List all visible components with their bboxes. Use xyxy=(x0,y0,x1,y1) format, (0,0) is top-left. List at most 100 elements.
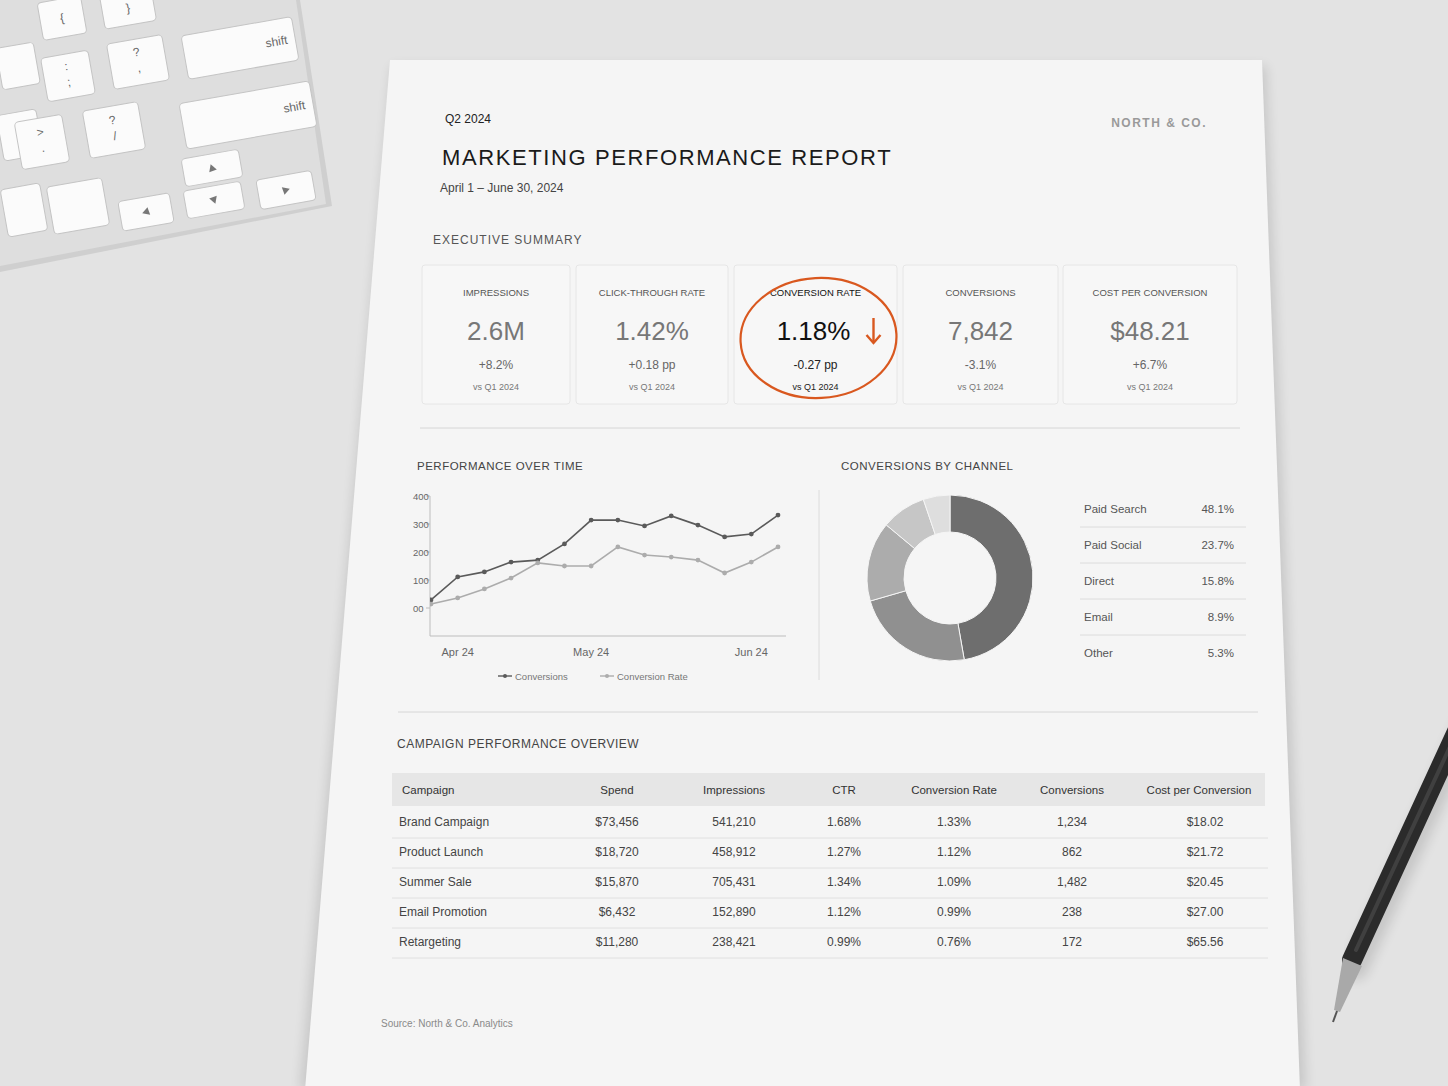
data-point xyxy=(642,553,647,558)
date-range: April 1 – June 30, 2024 xyxy=(440,181,564,195)
key-cap xyxy=(106,34,169,89)
divider xyxy=(398,712,1258,713)
table-cell: 0.76% xyxy=(937,935,971,949)
key-cap xyxy=(46,178,109,235)
key-cap xyxy=(181,149,243,187)
data-point xyxy=(562,564,567,569)
key-cap xyxy=(256,170,316,209)
table-cell: 1.27% xyxy=(827,845,861,859)
data-point xyxy=(509,560,514,565)
key-cap xyxy=(118,193,174,232)
data-point xyxy=(430,597,433,602)
kpi-card: COST PER CONVERSION$48.21+6.7%vs Q1 2024 xyxy=(1063,265,1237,404)
table-cell: 1.34% xyxy=(827,875,861,889)
kpi-label: COST PER CONVERSION xyxy=(1093,287,1208,298)
data-point xyxy=(642,524,647,529)
x-tick-label: Apr 24 xyxy=(441,646,473,658)
y-tick-label: 300 xyxy=(413,519,429,530)
data-point xyxy=(455,596,460,601)
key: :; xyxy=(41,50,96,102)
y-tick-label: 00 xyxy=(413,603,424,614)
key: } xyxy=(99,0,156,29)
table-cell: $21.72 xyxy=(1187,845,1224,859)
key xyxy=(0,42,40,90)
key-cap xyxy=(0,183,48,237)
kpi-change: +8.2% xyxy=(479,358,514,372)
row-separator xyxy=(392,928,1268,929)
key: shift xyxy=(181,17,299,80)
kpi-value: 1.18% xyxy=(777,316,851,346)
table-cell: $65.56 xyxy=(1187,935,1224,949)
kpi-compare: vs Q1 2024 xyxy=(957,382,1003,392)
keyboard: {}:;?,shift>.?/shift xyxy=(0,0,332,272)
y-tick-label: 100 xyxy=(413,575,429,586)
table-cell: 705,431 xyxy=(712,875,756,889)
donut-slice xyxy=(923,495,950,534)
legend-value: 48.1% xyxy=(1201,503,1234,515)
key-label: ; xyxy=(66,75,72,89)
x-tick-label: May 24 xyxy=(573,646,609,658)
table-cell: 1.12% xyxy=(827,905,861,919)
kpi-value: 2.6M xyxy=(467,316,525,346)
donut-slice xyxy=(870,591,964,661)
table-cell: Summer Sale xyxy=(399,875,472,889)
table-cell: $20.45 xyxy=(1187,875,1224,889)
column-header: Cost per Conversion xyxy=(1147,784,1252,796)
y-tick-label: 400 xyxy=(413,491,429,502)
data-point xyxy=(749,560,754,565)
table-cell: $6,432 xyxy=(599,905,636,919)
table-cell: 862 xyxy=(1062,845,1082,859)
kpi-value: 1.42% xyxy=(615,316,689,346)
legend-label: Email xyxy=(1084,611,1113,623)
key-label: > xyxy=(36,125,45,140)
chart-title: CONVERSIONS BY CHANNEL xyxy=(841,460,1014,472)
kpi-value: $48.21 xyxy=(1110,316,1190,346)
key: shift xyxy=(179,81,317,149)
table-cell: 1.09% xyxy=(937,875,971,889)
paper xyxy=(305,60,1300,1086)
table-cell: 541,210 xyxy=(712,815,756,829)
legend-separator xyxy=(1080,527,1246,528)
source-note: Source: North & Co. Analytics xyxy=(381,1018,513,1029)
column-header: CTR xyxy=(832,784,856,796)
kpi-card: CLICK-THROUGH RATE1.42%+0.18 ppvs Q1 202… xyxy=(576,265,728,404)
kpi-label: CONVERSIONS xyxy=(945,287,1015,298)
column-header: Conversion Rate xyxy=(911,784,997,796)
donut-chart: CONVERSIONS BY CHANNELPaid Search48.1%Pa… xyxy=(841,460,1246,661)
kpi-change: +6.7% xyxy=(1133,358,1168,372)
column-header: Campaign xyxy=(402,784,454,796)
table-cell: 1.68% xyxy=(827,815,861,829)
divider xyxy=(819,490,820,680)
table-cell: 1.33% xyxy=(937,815,971,829)
row-separator xyxy=(392,838,1268,839)
data-point xyxy=(615,545,620,550)
legend-value: 5.3% xyxy=(1208,647,1234,659)
key-cap xyxy=(181,17,299,80)
divider xyxy=(420,428,1240,429)
legend-value: 23.7% xyxy=(1201,539,1234,551)
data-point xyxy=(535,561,540,566)
legend-separator xyxy=(1080,599,1246,600)
key-label: ? xyxy=(132,45,141,60)
key-cap xyxy=(14,114,70,170)
data-point xyxy=(696,523,701,528)
table-cell: 172 xyxy=(1062,935,1082,949)
kpi-label: IMPRESSIONS xyxy=(463,287,529,298)
table-cell: 1,482 xyxy=(1057,875,1087,889)
column-header: Spend xyxy=(600,784,633,796)
legend-separator xyxy=(1080,563,1246,564)
key-label: { xyxy=(59,11,65,25)
key: { xyxy=(37,0,87,41)
pen-highlight xyxy=(1356,712,1448,950)
table-cell: 0.99% xyxy=(827,935,861,949)
table-cell: 458,912 xyxy=(712,845,756,859)
legend-label: Paid Search xyxy=(1084,503,1147,515)
row-separator xyxy=(392,868,1268,869)
key-label: , xyxy=(136,61,142,75)
key-label: / xyxy=(112,129,118,143)
pen-tip xyxy=(1334,958,1362,1012)
key-cap xyxy=(179,81,317,149)
table-cell: 1,234 xyxy=(1057,815,1087,829)
data-point xyxy=(722,534,727,539)
table-cell: 238,421 xyxy=(712,935,756,949)
